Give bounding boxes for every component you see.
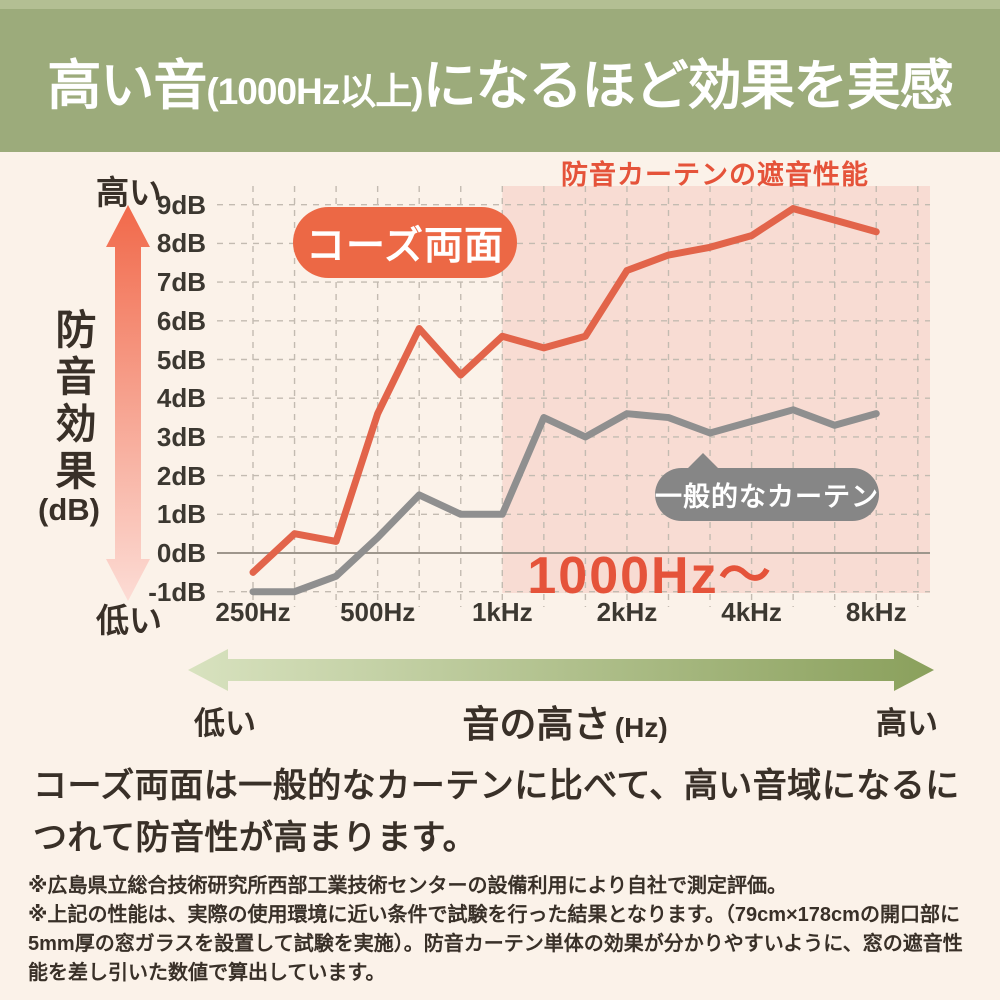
- x-axis-arrow-icon: [188, 649, 934, 691]
- x-tick-label: 8kHz: [845, 597, 907, 627]
- x-axis-title: 音の高さ (Hz): [300, 694, 830, 748]
- title-rest: になるほど効果を実感: [422, 56, 954, 116]
- x-tick-label: 500Hz: [340, 597, 416, 627]
- y-tick-label: 4dB: [156, 383, 206, 414]
- y-tick-label: 1dB: [156, 499, 206, 530]
- y-tick-label: 9dB: [156, 189, 206, 220]
- bubble-tail-up: [686, 453, 720, 487]
- y-axis-unit: (dB): [38, 492, 100, 527]
- series-bubble-main: コーズ両面: [293, 207, 733, 503]
- x-tick-label: 250Hz: [215, 597, 291, 627]
- x-axis-low-label: 低い: [194, 706, 256, 741]
- footnote-1: ※広島県立総合技術研究所西部工業技術センターの設備利用により自社で測定評価。: [28, 875, 788, 897]
- y-tick-label: 6dB: [156, 305, 206, 336]
- y-tick-label: 0dB: [156, 538, 206, 568]
- x-tick-label: 2kHz: [596, 597, 658, 627]
- summary-text: コーズ両面は一般的なカーテンに比べて、高い音域になるにつれて防音性が高まります。: [33, 767, 960, 857]
- banner-top-strip: [0, 0, 1000, 9]
- series-bubble-compare-label: 一般的なカーテン: [655, 482, 879, 512]
- title-paren: (1000Hz以上): [206, 71, 423, 112]
- series-bubble-main-label: コーズ両面: [305, 224, 505, 268]
- series-bubble-compare: 一般的なカーテン: [655, 453, 879, 521]
- footnotes: ※広島県立総合技術研究所西部工業技術センターの設備利用により自社で測定評価。 ※…: [28, 872, 976, 988]
- x-tick-label: 4kHz: [721, 597, 782, 627]
- y-tick-label: 5dB: [156, 344, 206, 375]
- footnote-2: ※上記の性能は、実際の使用環境に近い条件で試験を行った結果となります。（79cm…: [28, 904, 963, 984]
- y-tick-label: 3dB: [156, 421, 206, 452]
- y-tick-label: 8dB: [156, 228, 206, 259]
- y-axis-arrow-icon: [106, 205, 150, 601]
- y-axis-low-label: 低い: [96, 602, 162, 639]
- chart-title: 防音カーテンの遮音性能: [561, 160, 869, 190]
- y-tick-label: -1dB: [148, 576, 206, 607]
- y-tick-label: 7dB: [156, 267, 206, 298]
- highlight-region-label: 1000Hz〜: [527, 547, 773, 605]
- x-axis-title-unit: (Hz): [614, 712, 668, 743]
- x-axis-high-label: 高い: [876, 706, 938, 741]
- x-axis-title-text: 音の高さ: [462, 704, 611, 745]
- header-banner: 高い音 (1000Hz以上) になるほど効果を実感: [0, 9, 1000, 152]
- y-axis-high-label: 高い: [96, 174, 162, 211]
- y-axis-title: 防音効果: [49, 308, 95, 496]
- title-emphasis: 高い音: [47, 56, 207, 116]
- y-tick-label: 2dB: [156, 460, 206, 491]
- bubble-tail-down: [693, 463, 733, 503]
- x-tick-label: 1kHz: [471, 597, 533, 627]
- page-title: 高い音 (1000Hz以上) になるほど効果を実感: [47, 41, 954, 120]
